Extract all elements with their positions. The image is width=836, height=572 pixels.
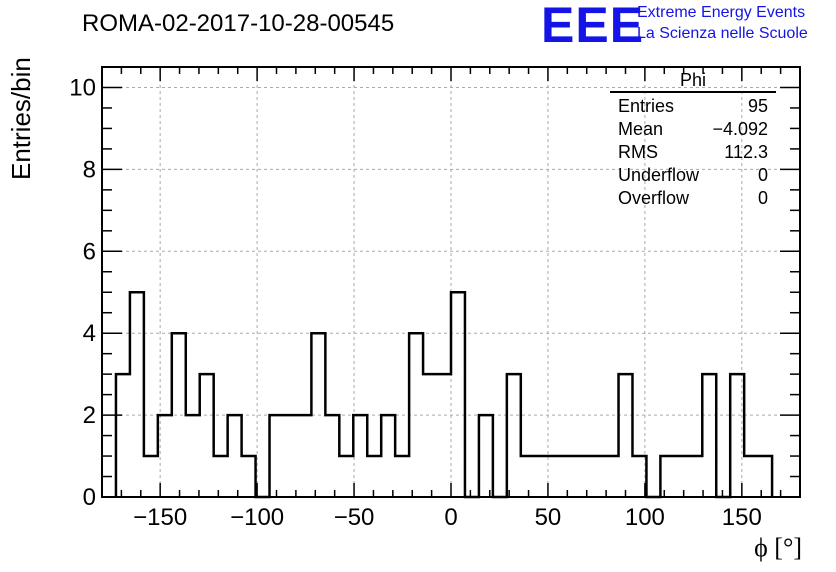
stats-row-rms: RMS 112.3 <box>610 141 776 164</box>
x-tick-label: 0 <box>444 504 457 531</box>
y-tick-label: 2 <box>83 402 96 429</box>
stats-row-mean: Mean −4.092 <box>610 118 776 141</box>
eee-logo: EEE <box>541 0 645 53</box>
stats-row-underflow: Underflow 0 <box>610 164 776 187</box>
y-tick-label: 0 <box>83 484 96 511</box>
y-tick-label: 10 <box>69 74 96 101</box>
y-axis-label: Entries/bin <box>6 57 36 180</box>
stats-value: 0 <box>757 188 768 208</box>
stats-label: Entries <box>618 96 675 116</box>
y-tick-label: 4 <box>83 320 96 347</box>
stats-label: Mean <box>618 119 664 139</box>
logo-caption-line1: Extreme Energy Events <box>637 4 806 21</box>
plot-title: ROMA-02-2017-10-28-00545 <box>82 10 395 37</box>
stats-row-overflow: Overflow 0 <box>610 187 776 210</box>
y-tick-label: 8 <box>83 156 96 183</box>
logo-caption-line2: La Scienza nelle Scuole <box>637 25 808 42</box>
x-tick-label: −100 <box>230 504 284 531</box>
axis-ticks <box>102 67 800 498</box>
x-tick-label: −50 <box>334 504 375 531</box>
x-axis-label: ϕ [°] <box>754 533 802 562</box>
stats-value: 112.3 <box>724 142 768 162</box>
stats-box: Phi Entries 95 Mean −4.092 RMS 112.3 Und… <box>610 70 776 210</box>
x-tick-label: −150 <box>133 504 187 531</box>
stats-value: 95 <box>747 96 768 116</box>
stats-row-entries: Entries 95 <box>610 95 776 118</box>
stats-value: −4.092 <box>712 119 768 139</box>
tick-labels: −150 −100 −50 0 50 100 150 0 2 4 6 8 10 <box>69 74 762 531</box>
stats-label: RMS <box>618 142 658 162</box>
stats-value: 0 <box>757 165 768 185</box>
x-tick-label: 150 <box>722 504 762 531</box>
histogram-outline <box>114 290 774 499</box>
stats-title: Phi <box>610 70 776 93</box>
stats-label: Overflow <box>618 188 690 208</box>
x-tick-label: 100 <box>625 504 665 531</box>
y-tick-label: 6 <box>83 238 96 265</box>
x-tick-label: 50 <box>535 504 562 531</box>
logo-caption: Extreme Energy Events La Scienza nelle S… <box>637 2 808 44</box>
stats-label: Underflow <box>618 165 700 185</box>
